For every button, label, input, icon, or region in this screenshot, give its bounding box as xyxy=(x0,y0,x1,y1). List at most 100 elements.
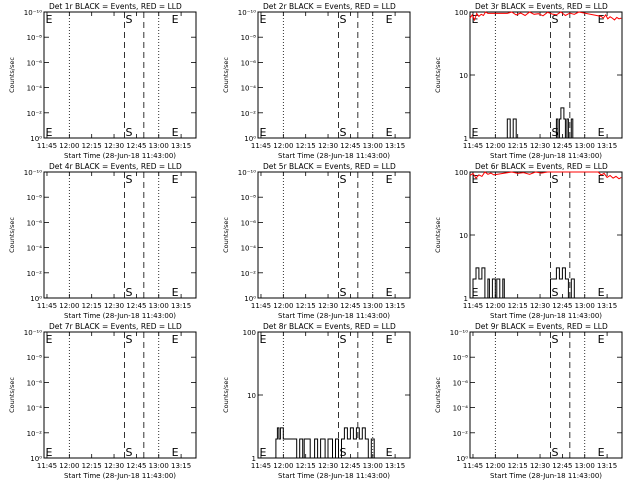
panel-title: Det 9r BLACK = Events, RED = LLD xyxy=(475,322,608,331)
y-tick-label: 10⁻⁴ xyxy=(27,405,43,413)
y-axis-title: Counts/sec xyxy=(434,377,442,413)
x-axis-title: Start Time (28-Jun-18 11:43:00) xyxy=(278,152,390,160)
x-tick-label: 12:15 xyxy=(508,462,528,470)
x-tick-label: 12:15 xyxy=(82,462,102,470)
events-series-line xyxy=(472,267,578,299)
marker-label-s: S xyxy=(339,13,346,26)
x-axis-title: Start Time (28-Jun-18 11:43:00) xyxy=(490,472,602,480)
x-axis-title: Start Time (28-Jun-18 11:43:00) xyxy=(278,472,390,480)
plot-frame xyxy=(257,11,411,139)
panel-title: Det 1r BLACK = Events, RED = LLD xyxy=(49,2,182,11)
x-tick-label: 12:15 xyxy=(82,142,102,150)
y-tick-label: 10⁻⁶ xyxy=(27,379,43,387)
marker-label-s: S xyxy=(125,446,132,459)
x-tick-label: 13:15 xyxy=(597,462,617,470)
marker-label-e: E xyxy=(598,333,605,346)
marker-label-s: S xyxy=(339,126,346,139)
y-tick-label: 10⁻⁸ xyxy=(241,194,257,202)
x-tick-label: 11:45 xyxy=(251,462,271,470)
y-tick-label: 10⁻² xyxy=(241,110,257,118)
x-tick-label: 13:15 xyxy=(597,302,617,310)
marker-label-e: E xyxy=(260,126,267,139)
marker-label-e: E xyxy=(598,446,605,459)
plot-frame xyxy=(43,11,197,139)
marker-label-s: S xyxy=(551,286,558,299)
x-tick-label: 13:15 xyxy=(597,142,617,150)
marker-label-e: E xyxy=(472,286,479,299)
panel-title: Det 2r BLACK = Events, RED = LLD xyxy=(263,2,396,11)
marker-label-e: E xyxy=(260,446,267,459)
x-tick-label: 12:00 xyxy=(485,302,505,310)
marker-label-e: E xyxy=(46,333,53,346)
panel-det-9r: Det 9r BLACK = Events, RED = LLD 11:45 12:… xyxy=(434,322,623,480)
x-tick-label: 11:45 xyxy=(463,462,483,470)
y-axis-title: Counts/sec xyxy=(434,217,442,253)
x-tick-label: 12:00 xyxy=(273,142,293,150)
lld-series-line xyxy=(469,11,622,22)
marker-label-e: E xyxy=(260,333,267,346)
y-tick-label: 10⁻² xyxy=(453,430,469,438)
marker-label-e: E xyxy=(472,173,479,186)
x-tick-label: 12:00 xyxy=(485,142,505,150)
plot-frame xyxy=(43,171,197,299)
x-tick-label: 12:30 xyxy=(318,142,338,150)
x-tick-label: 12:15 xyxy=(296,302,316,310)
y-tick-label: 10⁻⁴ xyxy=(27,245,43,253)
marker-label-s: S xyxy=(339,333,346,346)
x-tick-label: 12:00 xyxy=(273,302,293,310)
x-tick-label: 13:15 xyxy=(171,462,191,470)
x-tick-label: 12:45 xyxy=(126,302,146,310)
marker-label-e: E xyxy=(46,446,53,459)
y-axis-title: Counts/sec xyxy=(8,57,16,93)
marker-label-e: E xyxy=(472,126,479,139)
x-axis-title: Start Time (28-Jun-18 11:43:00) xyxy=(64,152,176,160)
x-tick-label: 12:15 xyxy=(296,462,316,470)
x-tick-label: 11:45 xyxy=(251,302,271,310)
y-tick-label: 10⁻¹⁰ xyxy=(238,9,256,17)
y-tick-label: 1 xyxy=(252,455,256,463)
y-tick-label: 10⁰ xyxy=(456,455,468,463)
panel-title: Det 8r BLACK = Events, RED = LLD xyxy=(263,322,396,331)
marker-label-e: E xyxy=(386,126,393,139)
events-series-line xyxy=(505,107,576,139)
x-tick-label: 13:00 xyxy=(149,142,169,150)
marker-label-e: E xyxy=(386,446,393,459)
y-tick-label: 10⁻⁶ xyxy=(27,219,43,227)
y-tick-label: 10⁰ xyxy=(30,455,42,463)
x-tick-label: 12:15 xyxy=(296,142,316,150)
y-tick-label: 10⁰ xyxy=(244,135,256,143)
x-tick-label: 12:30 xyxy=(104,462,124,470)
x-tick-label: 12:45 xyxy=(340,142,360,150)
y-axis-title: Counts/sec xyxy=(8,217,16,253)
marker-label-s: S xyxy=(339,286,346,299)
y-tick-label: 10⁻⁸ xyxy=(27,34,43,42)
marker-label-s: S xyxy=(125,173,132,186)
x-tick-label: 12:45 xyxy=(126,462,146,470)
marker-label-e: E xyxy=(598,173,605,186)
x-tick-label: 12:15 xyxy=(82,302,102,310)
marker-label-s: S xyxy=(125,13,132,26)
x-tick-label: 12:45 xyxy=(552,302,572,310)
plot-frame xyxy=(43,331,197,459)
y-axis-title: Counts/sec xyxy=(434,57,442,93)
x-axis-title: Start Time (28-Jun-18 11:43:00) xyxy=(490,152,602,160)
x-tick-label: 11:45 xyxy=(463,302,483,310)
y-tick-label: 10⁻² xyxy=(27,270,43,278)
y-tick-label: 100 xyxy=(455,9,468,17)
x-tick-label: 11:45 xyxy=(463,142,483,150)
y-tick-label: 10⁻⁶ xyxy=(241,59,257,67)
y-tick-label: 10⁻⁸ xyxy=(27,354,43,362)
marker-label-e: E xyxy=(386,13,393,26)
x-tick-label: 12:15 xyxy=(508,142,528,150)
marker-label-e: E xyxy=(172,286,179,299)
y-tick-label: 10⁻¹⁰ xyxy=(24,329,42,337)
x-tick-label: 12:00 xyxy=(273,462,293,470)
x-tick-label: 13:15 xyxy=(385,302,405,310)
x-tick-label: 11:45 xyxy=(251,142,271,150)
